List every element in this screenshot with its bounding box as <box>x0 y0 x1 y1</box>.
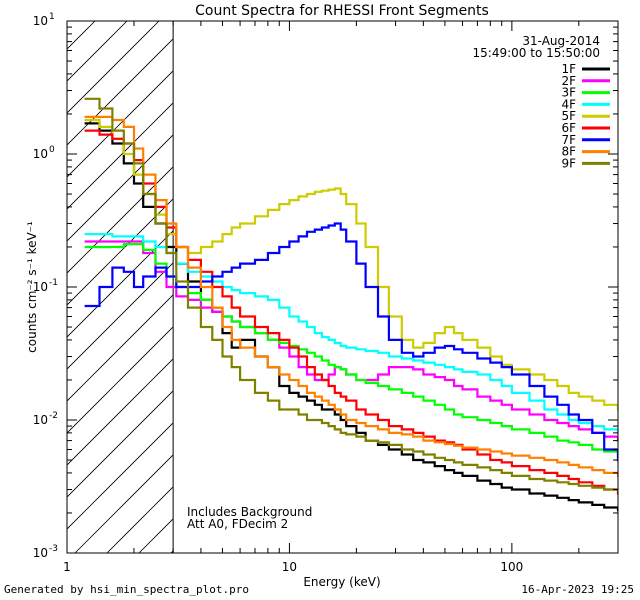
series-3f-line <box>84 243 618 456</box>
plot-frame <box>66 20 619 554</box>
hatch-line <box>67 38 174 146</box>
x-tick-label: 100 <box>500 560 523 574</box>
y-tick-label-exponent: -3 <box>49 544 58 554</box>
chart-title: Count Spectra for RHESSI Front Segments <box>195 3 489 19</box>
y-tick-label: 10 <box>33 280 48 294</box>
series-6f-line <box>84 129 618 495</box>
annotation-attenuator: Att A0, FDecim 2 <box>187 517 288 531</box>
x-axis-label: Energy (keV) <box>303 575 380 589</box>
observation-time-range: 15:49:00 to 15:50:00 <box>473 46 600 60</box>
y-tick-label: 10 <box>33 147 48 161</box>
series-1f-line <box>84 122 618 512</box>
series-8f-line <box>84 115 618 477</box>
y-tick-label: 10 <box>33 14 48 28</box>
observation-date: 31-Aug-2014 <box>522 34 600 48</box>
hatch-line <box>67 390 174 498</box>
legend-label-1f: 1F <box>561 62 576 76</box>
hatch-line <box>67 326 174 434</box>
y-tick-label-exponent: 0 <box>49 145 55 155</box>
generated-by-label: Generated by hsi_min_spectra_plot.pro <box>4 583 250 596</box>
hatch-line <box>67 422 174 530</box>
hatch-line <box>67 21 160 114</box>
legend-label-9f: 9F <box>561 156 576 170</box>
x-tick-label: 1 <box>63 560 71 574</box>
legend-label-6f: 6F <box>561 121 576 135</box>
x-tick-labels: 1 10 100 <box>63 560 523 574</box>
legend-label-8f: 8F <box>561 145 576 159</box>
annotation-background: Includes Background <box>187 505 312 519</box>
axis-ticks <box>66 21 619 554</box>
hatch-line <box>67 230 174 338</box>
legend-label-7f: 7F <box>561 133 576 147</box>
y-tick-label-exponent: -2 <box>49 411 58 421</box>
legend-label-3f: 3F <box>561 86 576 100</box>
legend-label-4f: 4F <box>561 97 576 111</box>
series-7f-line <box>84 222 618 462</box>
hatch-line <box>67 134 174 242</box>
hatch-line <box>67 198 174 306</box>
hatch-line <box>67 166 174 274</box>
hatch-line <box>67 358 174 466</box>
series-9f-line <box>84 97 618 493</box>
hatch-line <box>67 21 128 82</box>
y-tick-label: 10 <box>33 546 48 560</box>
hatch-line <box>67 262 174 370</box>
hatch-line <box>67 294 174 402</box>
y-axis-label: counts cm⁻² s⁻¹ keV⁻¹ <box>25 221 39 353</box>
y-tick-label-exponent: 1 <box>49 12 55 22</box>
generation-timestamp: 16-Apr-2023 19:25 <box>521 583 634 596</box>
legend-label-5f: 5F <box>561 109 576 123</box>
hatch-line <box>235 0 640 553</box>
hatch-line <box>0 0 99 553</box>
y-tick-label-exponent: -1 <box>49 278 58 288</box>
x-tick-label: 10 <box>282 560 297 574</box>
y-tick-label: 10 <box>33 413 48 427</box>
series-lines <box>84 97 618 512</box>
legend-label-2f: 2F <box>561 74 576 88</box>
